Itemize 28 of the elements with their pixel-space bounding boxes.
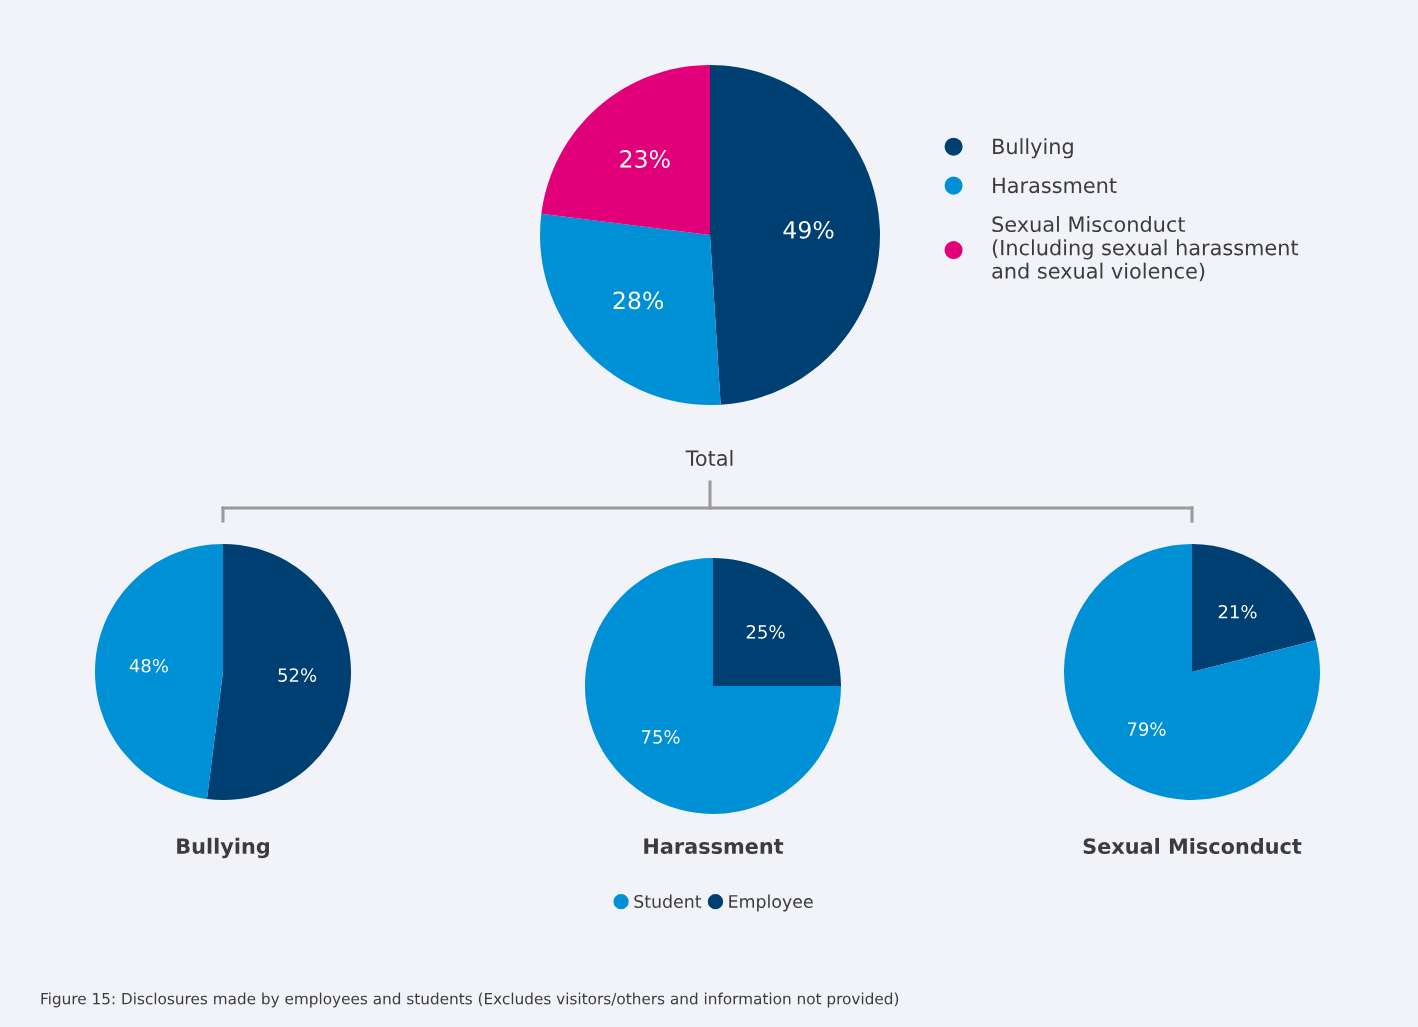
data-label: 48% [129, 658, 168, 673]
pie-slice [710, 65, 880, 405]
pie-slice [95, 544, 223, 799]
data-label: 21% [1218, 604, 1257, 619]
text: Sexual Misconduct [1083, 837, 1302, 855]
pie-slice [1192, 544, 1316, 672]
data-label: 25% [746, 625, 785, 639]
data-label: 52% [278, 668, 317, 682]
text: Total [685, 449, 733, 467]
legend-label: Student [634, 894, 702, 909]
data-label: 49% [783, 220, 834, 239]
data-label: 23% [620, 150, 670, 168]
legend-label: Bullying [993, 138, 1073, 159]
data-label: 79% [1127, 722, 1166, 736]
pie-slice [1064, 544, 1320, 800]
legend-label: Sexual Misconduct (Including sexual harassment and sexual violence) [992, 215, 1299, 282]
text: Bullying [177, 837, 269, 859]
pie-slice [206, 544, 351, 800]
text: Harassment [644, 838, 784, 855]
pie-slice [713, 558, 841, 686]
pie-slice [585, 558, 841, 814]
data-label: 75% [641, 730, 680, 744]
legend-label: Employee [729, 894, 813, 912]
data-label: 28% [613, 291, 664, 310]
legend-label: Harassment [993, 177, 1117, 194]
caption: Figure 15: Disclosures made by employees and students (Excludes visitors/others and information not provided) [41, 992, 899, 1008]
pie-slice [541, 65, 710, 235]
pie-slice [540, 213, 721, 405]
